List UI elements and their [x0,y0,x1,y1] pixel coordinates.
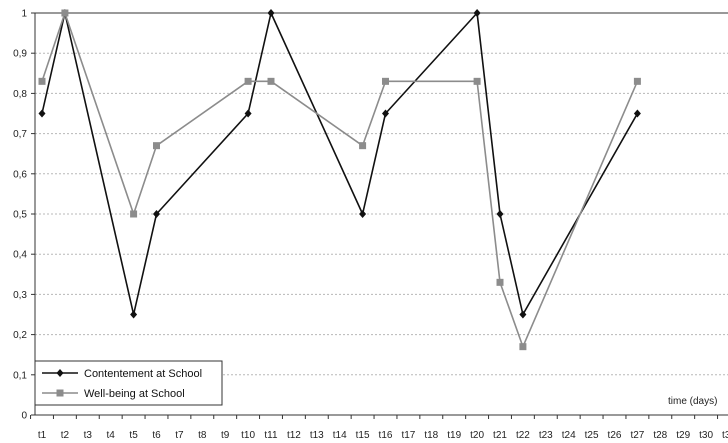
data-point [244,77,252,85]
x-tick-label: t27 [630,430,644,441]
data-point [61,9,69,17]
x-tick-label: t25 [585,430,599,441]
y-tick-label: 0,3 [13,290,27,301]
legend-swatch-marker [56,389,64,397]
x-tick-label: t26 [608,430,622,441]
legend-swatch-marker [56,369,64,377]
legend-label: Well-being at School [84,388,185,400]
data-point [382,109,389,118]
x-tick-label: t28 [653,430,667,441]
x-tick-label: t15 [356,430,370,441]
data-point [38,77,46,85]
data-point [267,9,275,17]
y-tick-labels: 0 0,1 0,2 0,3 0,4 0,5 0,6 0,7 0,8 0,9 1 [13,9,27,422]
y-tick-label: 0,5 [13,210,27,221]
x-tick-label: t31 [722,430,728,441]
x-tick-label: t14 [333,430,347,441]
x-tick-label: t9 [221,430,230,441]
data-point [519,310,527,319]
x-tick-label: t6 [152,430,161,441]
x-tick-label: t21 [493,430,507,441]
axes [30,12,728,419]
y-tick-label: 1 [21,9,27,20]
x-tick-label: t8 [198,430,207,441]
x-tick-label: t22 [516,430,530,441]
y-tick-label: 0,6 [13,169,27,180]
x-tick-label: t1 [38,430,47,441]
x-tick-label: t23 [539,430,553,441]
legend-box [34,360,223,406]
x-tick-label: t2 [61,430,70,441]
y-tick-label: 0,1 [13,370,27,381]
series-line [41,12,639,316]
data-point [359,210,367,218]
x-tick-label: t29 [676,430,690,441]
y-tick-label: 0,8 [13,89,27,100]
x-tick-label: t5 [129,430,138,441]
x-tick-label: t30 [699,430,713,441]
data-point [359,142,367,150]
series-line [41,12,639,348]
series-1 [38,9,641,319]
data-point [153,142,160,150]
x-tick-label: t7 [175,430,184,441]
x-tick-label: t12 [287,430,301,441]
data-point [633,77,641,85]
data-point [633,109,641,118]
y-tick-label: 0,9 [13,49,27,60]
x-tick-label: t16 [379,430,393,441]
data-point [153,210,160,218]
x-tick-label: t19 [447,430,461,441]
legend: Contentement at School Well-being at Scho… [34,360,223,406]
data-point [496,210,504,218]
x-tick-label: t10 [241,430,255,441]
x-tick-label: t4 [107,430,116,441]
y-tick-label: 0,4 [13,250,27,261]
x-tick-label: t17 [401,430,415,441]
x-tick-label: t11 [264,430,278,441]
y-tick-label: 0,7 [13,129,27,140]
data-point [519,343,527,351]
legend-label: Contentement at School [84,368,202,380]
x-tick-label: t13 [310,430,324,441]
x-tick-label: t24 [562,430,576,441]
y-tick-label: 0 [21,411,27,422]
x-tick-labels: t1 t2 t3 t4 t5 t6 t7 t8 t9 t10 t11 t12 t13 t14 t15 t16 t… [38,430,728,441]
data-point [244,109,252,118]
data-point [130,210,138,218]
data-point [267,77,275,85]
series-2 [38,9,641,351]
grid-lines [35,52,728,376]
x-unit-label: time (days) [668,396,717,407]
data-point [496,278,504,286]
data-point [473,77,481,85]
x-tick-label: t20 [470,430,484,441]
series-layer [38,9,641,351]
data-point [38,109,46,118]
x-tick-label: t18 [424,430,438,441]
data-point [130,310,138,319]
y-tick-label: 0,2 [13,330,27,341]
data-point [382,77,389,85]
x-tick-label: t3 [84,430,93,441]
data-point [473,9,481,17]
